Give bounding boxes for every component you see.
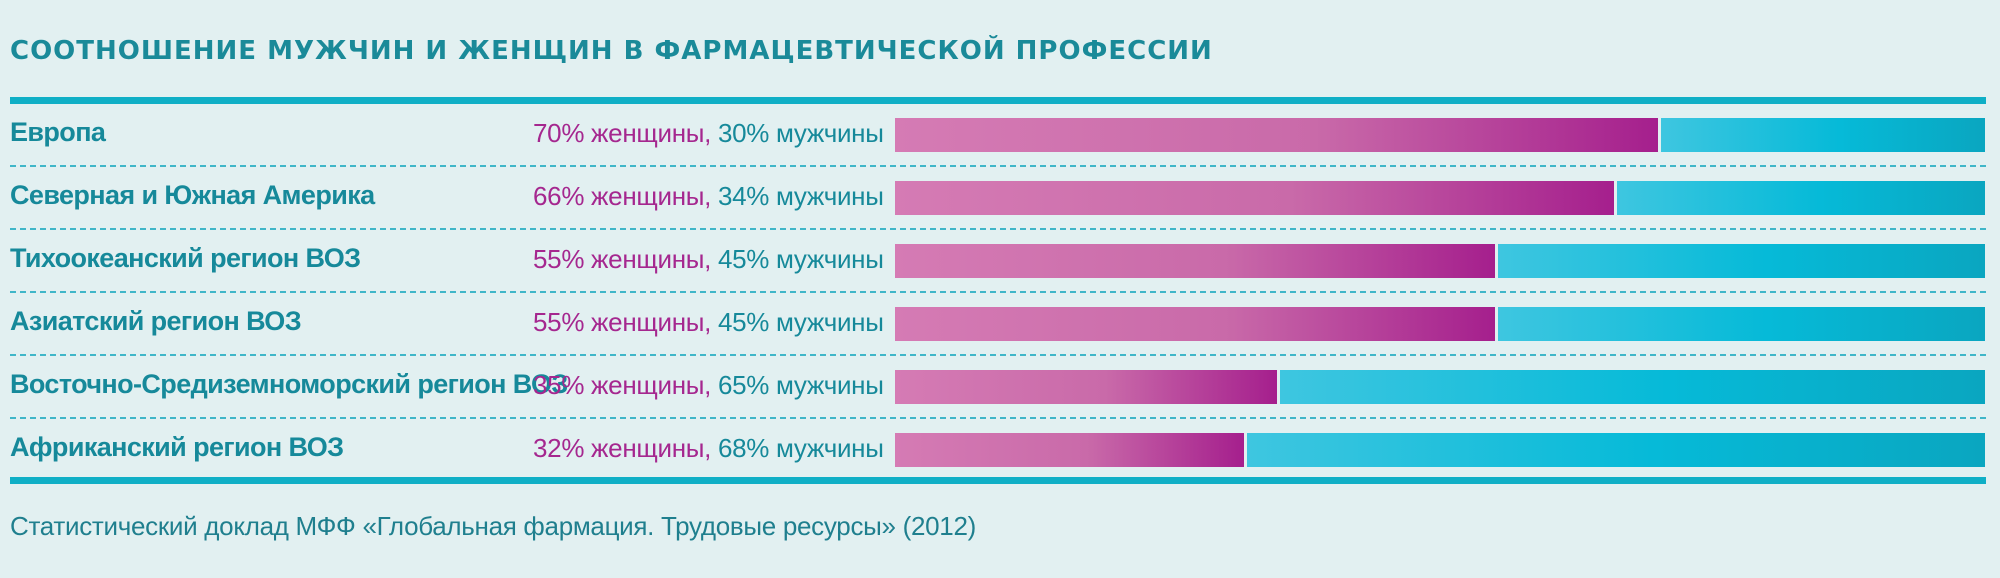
women-bar-segment: [895, 370, 1277, 404]
men-bar-segment: [1661, 118, 1985, 152]
women-percentage-label: 35% женщины,: [533, 370, 712, 400]
top-rule: [10, 97, 1986, 104]
stacked-bar: [895, 370, 1985, 404]
women-percentage-label: 55% женщины,: [533, 244, 712, 274]
men-bar-segment: [1498, 244, 1985, 278]
row-divider: [10, 228, 1986, 230]
percentage-label: 66% женщины, 34% мужчины: [533, 181, 884, 212]
women-bar-segment: [895, 244, 1495, 278]
row-divider: [10, 165, 1986, 167]
men-bar-segment: [1498, 307, 1985, 341]
men-bar-segment: [1247, 433, 1985, 467]
stacked-bar: [895, 433, 1985, 467]
region-label: Тихоокеанский регион ВОЗ: [10, 243, 361, 273]
row-divider: [10, 354, 1986, 356]
region-label: Восточно-Средиземноморский регион ВОЗ: [10, 369, 568, 399]
percentage-label: 70% женщины, 30% мужчины: [533, 118, 884, 149]
women-percentage-label: 66% женщины,: [533, 181, 712, 211]
chart-row: Северная и Южная Америка 66% женщины, 34%…: [0, 167, 2000, 230]
men-percentage-label: 45% мужчины: [711, 307, 884, 337]
region-label: Азиатский регион ВОЗ: [10, 306, 302, 336]
women-bar-segment: [895, 181, 1614, 215]
women-bar-segment: [895, 433, 1244, 467]
women-bar-segment: [895, 118, 1658, 152]
chart-row: Европа 70% женщины, 30% мужчины: [0, 104, 2000, 167]
stacked-bar: [895, 244, 1985, 278]
chart-row: Тихоокеанский регион ВОЗ 55% женщины, 45%…: [0, 230, 2000, 293]
region-label: Африканский регион ВОЗ: [10, 432, 344, 462]
percentage-label: 55% женщины, 45% мужчины: [533, 244, 884, 275]
row-divider: [10, 417, 1986, 419]
men-bar-segment: [1617, 181, 1985, 215]
stacked-bar: [895, 118, 1985, 152]
row-divider: [10, 291, 1986, 293]
women-percentage-label: 70% женщины,: [533, 118, 712, 148]
men-percentage-label: 30% мужчины: [711, 118, 884, 148]
men-percentage-label: 68% мужчины: [711, 433, 884, 463]
percentage-label: 35% женщины, 65% мужчины: [533, 370, 884, 401]
bottom-rule: [10, 477, 1986, 484]
men-percentage-label: 34% мужчины: [711, 181, 884, 211]
women-bar-segment: [895, 307, 1495, 341]
men-percentage-label: 45% мужчины: [711, 244, 884, 274]
stacked-bar: [895, 307, 1985, 341]
chart-title: СООТНОШЕНИЕ МУЖЧИН И ЖЕНЩИН В ФАРМАЦЕВТИ…: [10, 36, 1213, 66]
region-label: Северная и Южная Америка: [10, 180, 375, 210]
region-label: Европа: [10, 117, 106, 147]
chart-row: Африканский регион ВОЗ 32% женщины, 68% м…: [0, 419, 2000, 482]
men-bar-segment: [1280, 370, 1985, 404]
source-note: Статистический доклад МФФ «Глобальная фа…: [10, 511, 976, 541]
women-percentage-label: 55% женщины,: [533, 307, 712, 337]
percentage-label: 32% женщины, 68% мужчины: [533, 433, 884, 464]
chart-row: Азиатский регион ВОЗ 55% женщины, 45% муж…: [0, 293, 2000, 356]
stacked-bar: [895, 181, 1985, 215]
percentage-label: 55% женщины, 45% мужчины: [533, 307, 884, 338]
chart-rows: Европа 70% женщины, 30% мужчины Северная и…: [0, 104, 2000, 482]
women-percentage-label: 32% женщины,: [533, 433, 712, 463]
chart-row: Восточно-Средиземноморский регион ВОЗ 35%…: [0, 356, 2000, 419]
men-percentage-label: 65% мужчины: [711, 370, 884, 400]
